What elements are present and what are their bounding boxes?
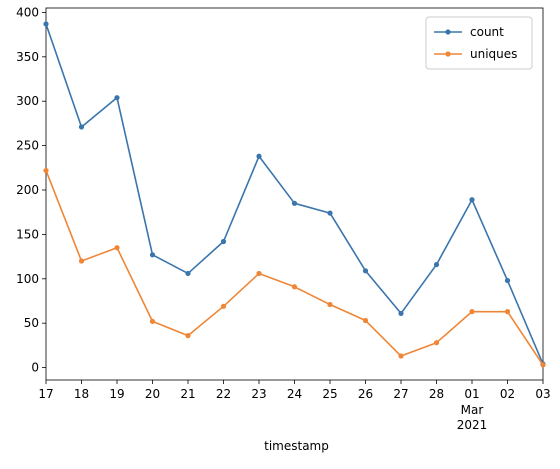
data-point-uniques	[149, 318, 156, 325]
data-point-count	[114, 95, 120, 101]
x-tick-label: 24	[287, 387, 302, 401]
data-point-count	[220, 238, 227, 245]
x-year-label: 2021	[457, 418, 488, 432]
x-tick-label: 26	[358, 387, 373, 401]
data-point-uniques	[540, 362, 546, 368]
data-point-uniques	[256, 270, 262, 277]
y-tick-label: 100	[16, 272, 39, 286]
data-point-count	[43, 21, 49, 27]
y-axis-ticks: 0 50 100 150 200 250 300 350 400	[16, 5, 46, 375]
data-point-uniques	[469, 309, 475, 315]
x-tick-label: 20	[145, 387, 160, 401]
data-point-uniques	[220, 303, 227, 309]
x-tick-label: 22	[216, 387, 231, 401]
data-point-uniques	[327, 301, 333, 308]
data-point-count	[149, 252, 156, 258]
series-uniques	[43, 167, 546, 368]
x-tick-label: 23	[251, 387, 266, 401]
data-point-count	[504, 277, 511, 284]
series-layer	[43, 21, 546, 368]
legend-item-uniques: uniques	[434, 47, 517, 61]
y-tick-label: 300	[16, 94, 39, 108]
y-tick-label: 250	[16, 139, 39, 153]
y-tick-label: 150	[16, 227, 39, 241]
legend-swatch-marker	[445, 29, 451, 35]
x-tick-label: 01	[464, 387, 479, 401]
x-tick-label: 27	[393, 387, 408, 401]
data-point-count	[398, 310, 404, 317]
legend-box	[425, 16, 533, 70]
x-axis-label: timestamp	[264, 439, 329, 453]
data-point-count	[256, 153, 262, 159]
x-tick-label: 28	[429, 387, 444, 401]
data-point-uniques	[43, 167, 49, 174]
data-point-count	[291, 200, 298, 206]
legend: count uniques	[425, 16, 533, 70]
x-month-label: Mar	[461, 403, 484, 417]
data-point-count	[327, 210, 333, 216]
data-point-uniques	[114, 245, 120, 251]
y-tick-label: 0	[31, 361, 39, 375]
x-tick-label: 21	[180, 387, 195, 401]
y-tick-label: 50	[24, 316, 39, 330]
legend-item-count: count	[434, 25, 504, 39]
x-tick-label: 18	[74, 387, 89, 401]
data-point-uniques	[504, 309, 511, 315]
data-point-uniques	[185, 333, 191, 339]
data-point-uniques	[398, 353, 404, 359]
data-point-count	[433, 261, 440, 268]
data-point-uniques	[291, 284, 298, 290]
y-tick-label: 350	[16, 50, 39, 64]
data-point-count	[469, 197, 475, 203]
data-point-count	[362, 268, 369, 274]
legend-label: uniques	[470, 47, 517, 61]
data-point-count	[185, 270, 191, 277]
y-tick-label: 200	[16, 183, 39, 197]
legend-swatch-marker	[445, 51, 451, 57]
data-point-count	[78, 124, 85, 130]
data-point-uniques	[78, 258, 85, 264]
data-point-uniques	[362, 317, 369, 324]
x-tick-label: 19	[109, 387, 124, 401]
legend-label: count	[470, 25, 504, 39]
x-tick-label: 17	[38, 387, 53, 401]
y-tick-label: 400	[16, 5, 39, 19]
x-tick-label: 02	[500, 387, 515, 401]
x-tick-label: 25	[322, 387, 337, 401]
data-point-uniques	[433, 340, 440, 346]
x-tick-label: 03	[535, 387, 550, 401]
